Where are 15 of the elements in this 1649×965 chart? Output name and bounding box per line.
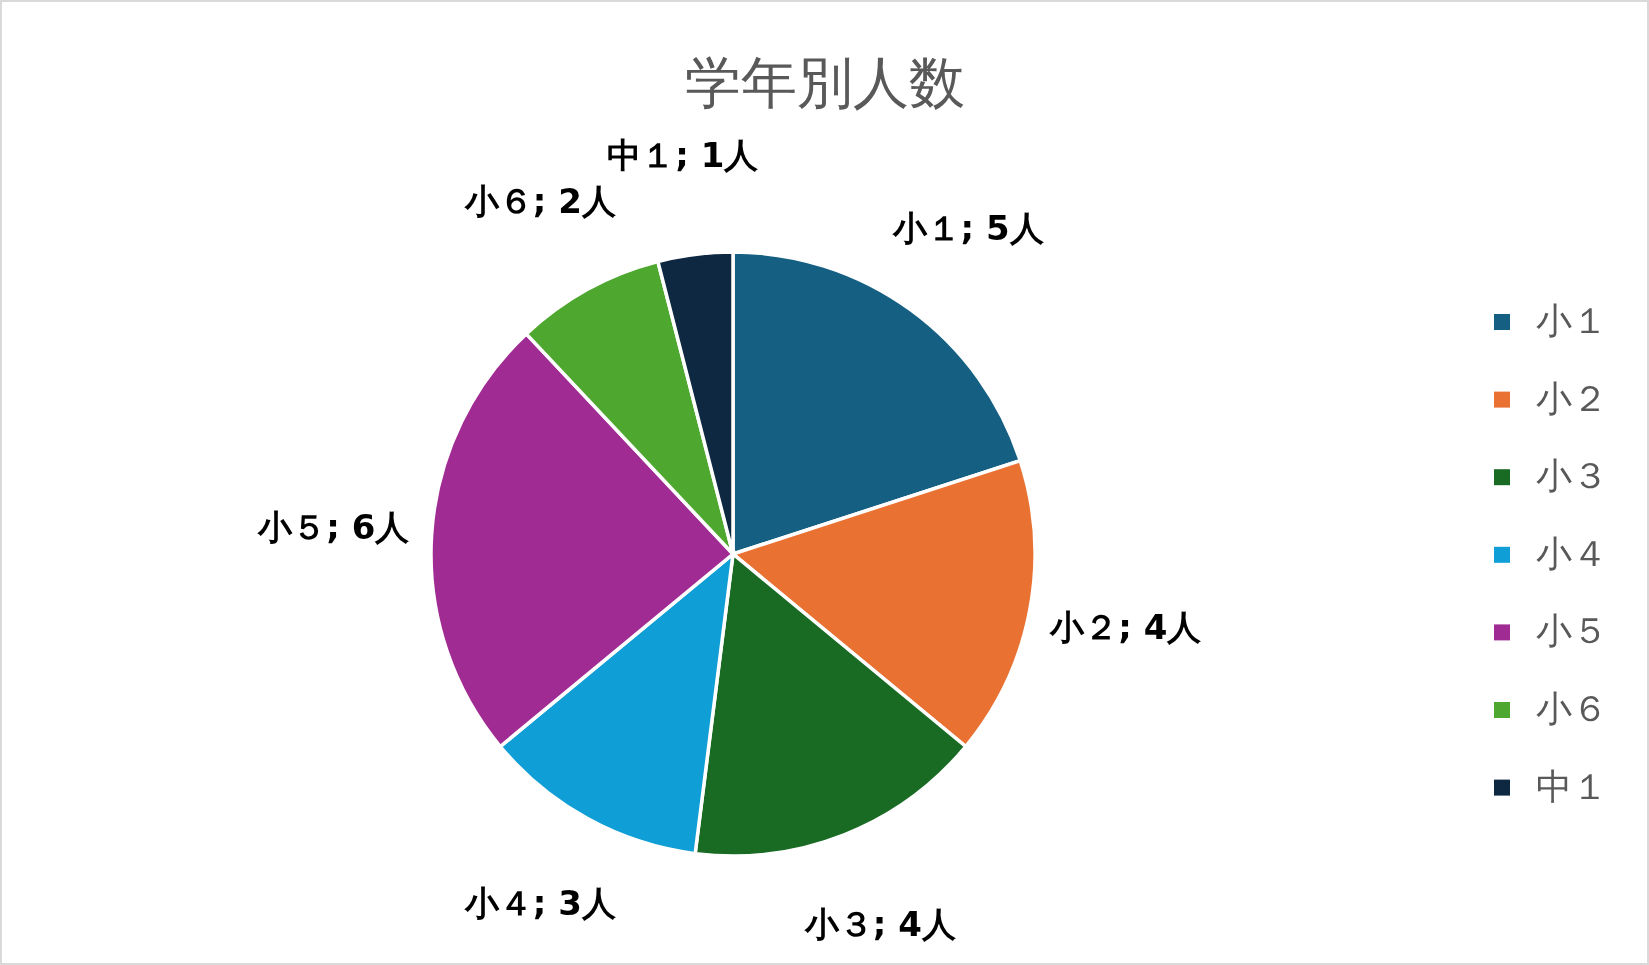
data-label: 小４; 3人 — [463, 882, 617, 923]
legend-label: 小３ — [1536, 455, 1608, 497]
data-label: 小１; 5人 — [891, 208, 1045, 249]
data-label: 中１; 1人 — [607, 135, 760, 176]
data-label: 小６; 2人 — [463, 181, 617, 222]
legend-label: 小４ — [1536, 532, 1608, 574]
chart-title: 学年別人数 — [685, 50, 965, 116]
data-label: 小３; 4人 — [803, 903, 957, 944]
legend-label: 小５ — [1536, 610, 1608, 652]
legend-label: 小１ — [1536, 300, 1608, 341]
legend-label: 小２ — [1536, 377, 1608, 419]
data-label: 小５; 6人 — [257, 506, 411, 547]
legend-label: 小６ — [1536, 688, 1608, 729]
legend-label: 中１ — [1536, 765, 1608, 807]
data-label: 小２; 4人 — [1049, 606, 1203, 647]
